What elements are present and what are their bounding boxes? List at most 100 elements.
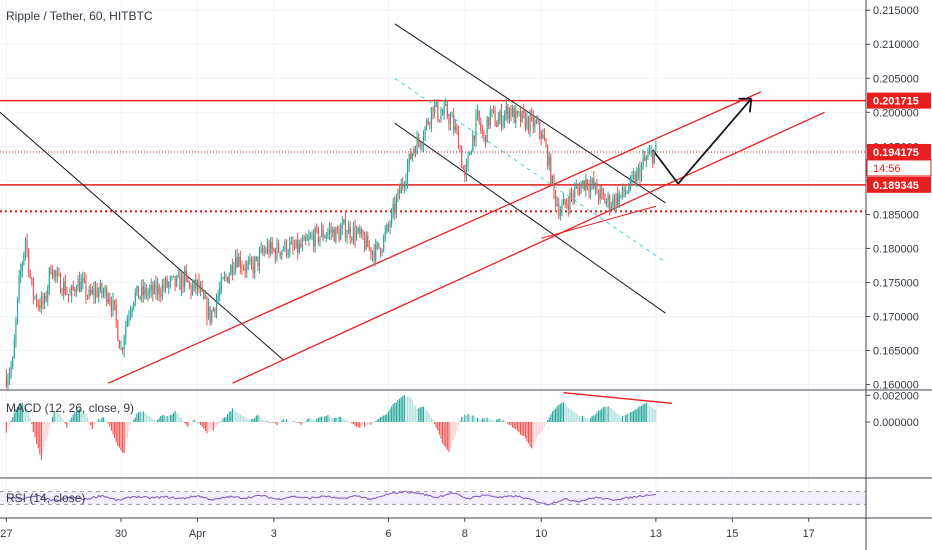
uptrend-support-touch[interactable] (541, 205, 657, 239)
macd-bar-176 (285, 419, 288, 422)
macd-bar-197 (319, 416, 321, 422)
macd-bar-55 (93, 422, 95, 427)
candle-body-129 (211, 311, 213, 323)
channel-lower-line[interactable] (394, 122, 666, 314)
channel-midline[interactable] (394, 77, 666, 263)
candle-body-99 (163, 284, 165, 288)
macd-bar-46 (79, 408, 81, 422)
macd-bar-51 (86, 416, 89, 422)
candle-body-348 (559, 213, 561, 216)
macd-bar-387 (621, 415, 623, 422)
time-axis[interactable]: 27 30 Apr 3 6 8 10 13 15 17 (0, 518, 815, 540)
candle-body-74 (123, 338, 125, 349)
macd-bar-279 (449, 422, 452, 448)
downtrend-line-left[interactable] (0, 111, 284, 361)
candle-body-169 (274, 250, 276, 259)
macd-bar-311 (500, 420, 503, 422)
candle-body-115 (188, 282, 190, 285)
macd-bar-381 (612, 409, 614, 422)
candle-body-236 (381, 250, 383, 254)
candle-body-227 (367, 235, 369, 248)
macd-bar-201 (325, 416, 327, 422)
macd-bar-12 (24, 406, 27, 422)
candle-body-190 (308, 237, 310, 240)
candle-body-296 (477, 110, 479, 117)
uptrend-channel-upper[interactable] (107, 91, 762, 384)
macd-bar-30 (53, 410, 55, 422)
candle-body-219 (354, 227, 356, 240)
candle-body-59 (99, 283, 101, 292)
macd-bar-243 (392, 404, 394, 422)
macd-divergence-line[interactable] (563, 392, 672, 404)
macd-bar-278 (448, 422, 450, 452)
macd-bar-108 (177, 414, 179, 422)
macd-bar-327 (526, 422, 528, 442)
rsi-label: RSI (14, close) (6, 491, 85, 505)
candle-body-67 (112, 300, 114, 311)
candle-body-131 (214, 308, 216, 313)
candle-body-41 (71, 286, 73, 295)
macd-bar-137 (223, 417, 226, 422)
candle-body-135 (220, 278, 222, 290)
candle-body-109 (179, 275, 181, 290)
candle-body-245 (395, 198, 397, 213)
macd-bar-175 (284, 420, 286, 422)
candle-body-233 (376, 243, 378, 245)
candle-body-310 (499, 111, 501, 120)
countdown-tag: 14:56 (873, 163, 901, 175)
macd-bar-64 (107, 422, 109, 424)
macd-bar-303 (488, 418, 490, 422)
arrow-head-side[interactable] (748, 98, 753, 113)
y-tick-label-3: 0.200000 (873, 107, 919, 119)
candle-body-304 (489, 110, 491, 126)
macd-bar-335 (539, 422, 541, 434)
macd-bar-115 (188, 422, 190, 426)
macd-bar-363 (583, 416, 585, 422)
macd-bar-377 (605, 407, 608, 422)
projection-leg-up[interactable] (677, 98, 753, 185)
candle-body-125 (204, 297, 206, 299)
candle-body-116 (190, 284, 192, 295)
macd-bar-216 (349, 421, 351, 423)
candle-body-92 (152, 285, 154, 294)
macd-bar-60 (101, 417, 103, 422)
macd-bar-400 (642, 404, 644, 422)
candle-body-91 (150, 285, 152, 290)
macd-bar-356 (572, 411, 574, 422)
macd-bar-159 (258, 416, 261, 422)
candle-body-32 (56, 273, 58, 276)
macd-bar-31 (55, 411, 57, 422)
candle-body-98 (161, 284, 163, 296)
candle-body-289 (465, 164, 467, 176)
candle-body-30 (53, 270, 55, 278)
price-tag-1: 0.194175 (873, 147, 919, 159)
macd-bar-366 (588, 419, 590, 422)
candle-body-354 (569, 192, 571, 210)
candle-body-268 (432, 107, 434, 114)
macd-bar-88 (145, 414, 148, 422)
macd-bar-29 (51, 416, 54, 422)
macd-bar-217 (351, 422, 353, 424)
candle-body-260 (419, 142, 421, 147)
candle-body-324 (521, 110, 523, 122)
macd-bar-151 (246, 418, 248, 422)
macd-bar-211 (341, 418, 343, 422)
candle-body-60 (101, 283, 103, 294)
candle-body-78 (129, 312, 132, 317)
macd-bar-37 (64, 422, 66, 424)
projection-leg-down[interactable] (651, 149, 679, 185)
macd-bar-86 (142, 411, 144, 422)
candle-body-25 (45, 295, 47, 300)
macd-bar-263 (424, 408, 426, 422)
macd-bar-351 (564, 403, 566, 422)
macd-bar-67 (112, 422, 114, 435)
candle-body-146 (238, 256, 240, 267)
candle-body-108 (177, 275, 179, 277)
candle-body-400 (642, 157, 644, 165)
macd-bar-169 (274, 422, 276, 424)
uptrend-channel-lower[interactable] (232, 111, 825, 384)
candle-body-21 (39, 306, 41, 309)
macd-bar-14 (28, 410, 30, 422)
